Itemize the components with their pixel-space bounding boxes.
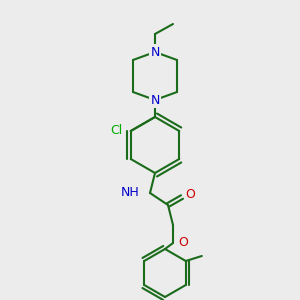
Text: O: O (185, 188, 195, 202)
Text: NH: NH (121, 187, 140, 200)
Text: O: O (178, 236, 188, 250)
Text: N: N (150, 46, 160, 59)
Text: Cl: Cl (111, 124, 123, 137)
Text: N: N (150, 94, 160, 106)
